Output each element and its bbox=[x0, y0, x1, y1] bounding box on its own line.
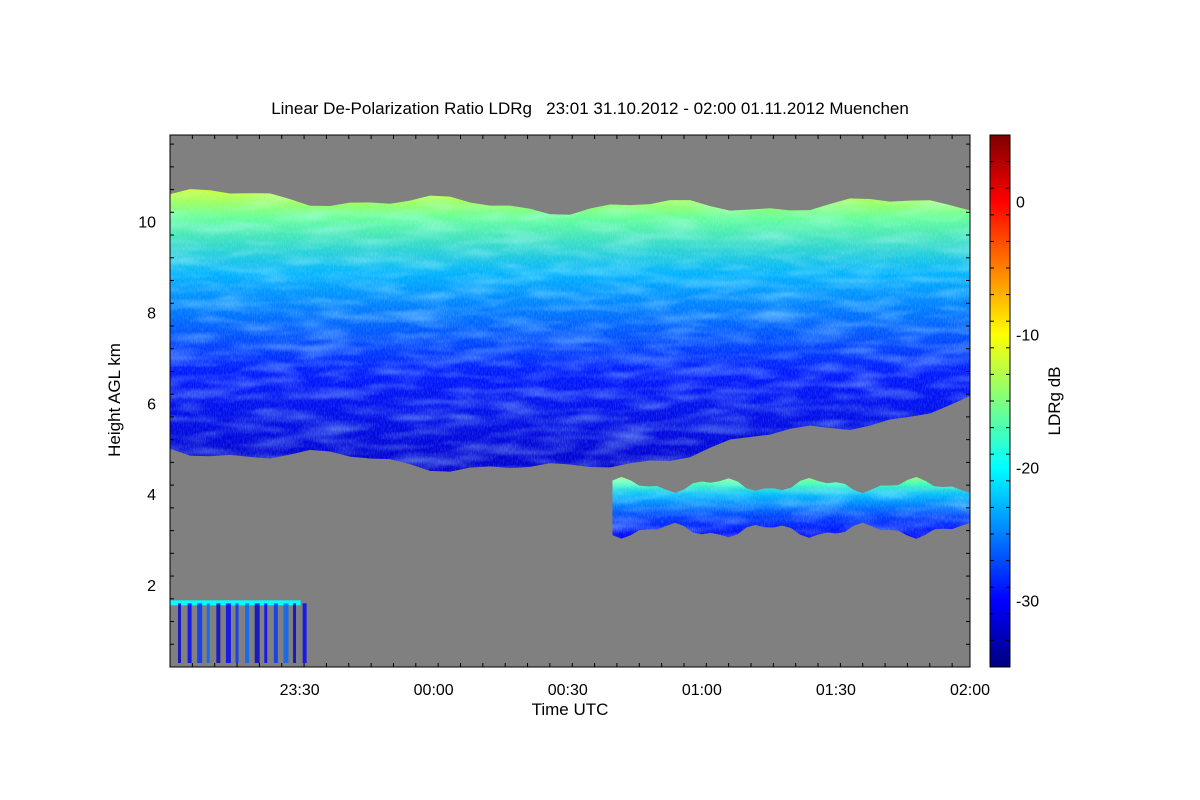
precip-streak bbox=[302, 603, 307, 663]
feature-low-cloud-with-melting-layer bbox=[170, 600, 307, 663]
x-tick-label: 01:30 bbox=[816, 682, 856, 699]
colorbar-tick-label: -10 bbox=[1016, 328, 1039, 345]
feature-cirrus-layer bbox=[170, 189, 970, 472]
chart-title: Linear De-Polarization Ratio LDRg 23:01 … bbox=[271, 99, 909, 118]
precip-streak bbox=[187, 603, 192, 663]
precip-streak bbox=[225, 603, 231, 663]
colorbar: 0 -10 -20 -30 LDRg dB bbox=[989, 134, 1064, 668]
colorbar-ticks: 0 -10 -20 -30 bbox=[990, 134, 1039, 668]
x-axis: 23:30 00:00 00:30 01:00 01:30 02:00 bbox=[169, 135, 990, 699]
colorbar-tick-label: -30 bbox=[1016, 594, 1039, 611]
precip-streak bbox=[178, 603, 181, 663]
x-axis-label: Time UTC bbox=[532, 700, 609, 719]
x-tick-label: 00:00 bbox=[414, 682, 454, 699]
precip-streak bbox=[273, 603, 278, 663]
plot-area: 23:30 00:00 00:30 01:00 01:30 02:00 2 4 6 8 10 bbox=[138, 134, 990, 699]
y-tick-label: 8 bbox=[147, 305, 156, 322]
x-tick-label: 02:00 bbox=[950, 682, 990, 699]
precip-streak bbox=[293, 603, 297, 663]
y-tick-label: 10 bbox=[138, 214, 156, 231]
precip-streak bbox=[245, 603, 250, 663]
colorbar-label: LDRg dB bbox=[1045, 367, 1064, 436]
precip-streak bbox=[254, 603, 260, 663]
x-tick-label: 23:30 bbox=[280, 682, 320, 699]
precip-streak bbox=[264, 603, 268, 663]
layer-speckle bbox=[612, 476, 970, 539]
x-tick-label: 01:00 bbox=[682, 682, 722, 699]
colorbar-tick-label: 0 bbox=[1016, 195, 1025, 212]
plot-frame bbox=[169, 134, 971, 668]
precip-streak bbox=[206, 603, 210, 663]
y-axis: 2 4 6 8 10 bbox=[138, 143, 970, 668]
melting-layer-band bbox=[170, 600, 301, 606]
layer-speckle bbox=[170, 189, 970, 472]
precip-streak bbox=[197, 603, 203, 663]
feature-mid-level-layer bbox=[612, 476, 970, 539]
y-tick-label: 4 bbox=[147, 487, 156, 504]
precip-streak bbox=[283, 603, 289, 663]
precip-streak bbox=[216, 603, 221, 663]
precip-streak bbox=[235, 603, 239, 663]
y-tick-label: 6 bbox=[147, 396, 156, 413]
colorbar-tick-label: -20 bbox=[1016, 461, 1039, 478]
ldr-field bbox=[170, 189, 970, 663]
y-tick-label: 2 bbox=[147, 578, 156, 595]
x-tick-label: 00:30 bbox=[548, 682, 588, 699]
y-axis-label: Height AGL km bbox=[105, 343, 124, 457]
